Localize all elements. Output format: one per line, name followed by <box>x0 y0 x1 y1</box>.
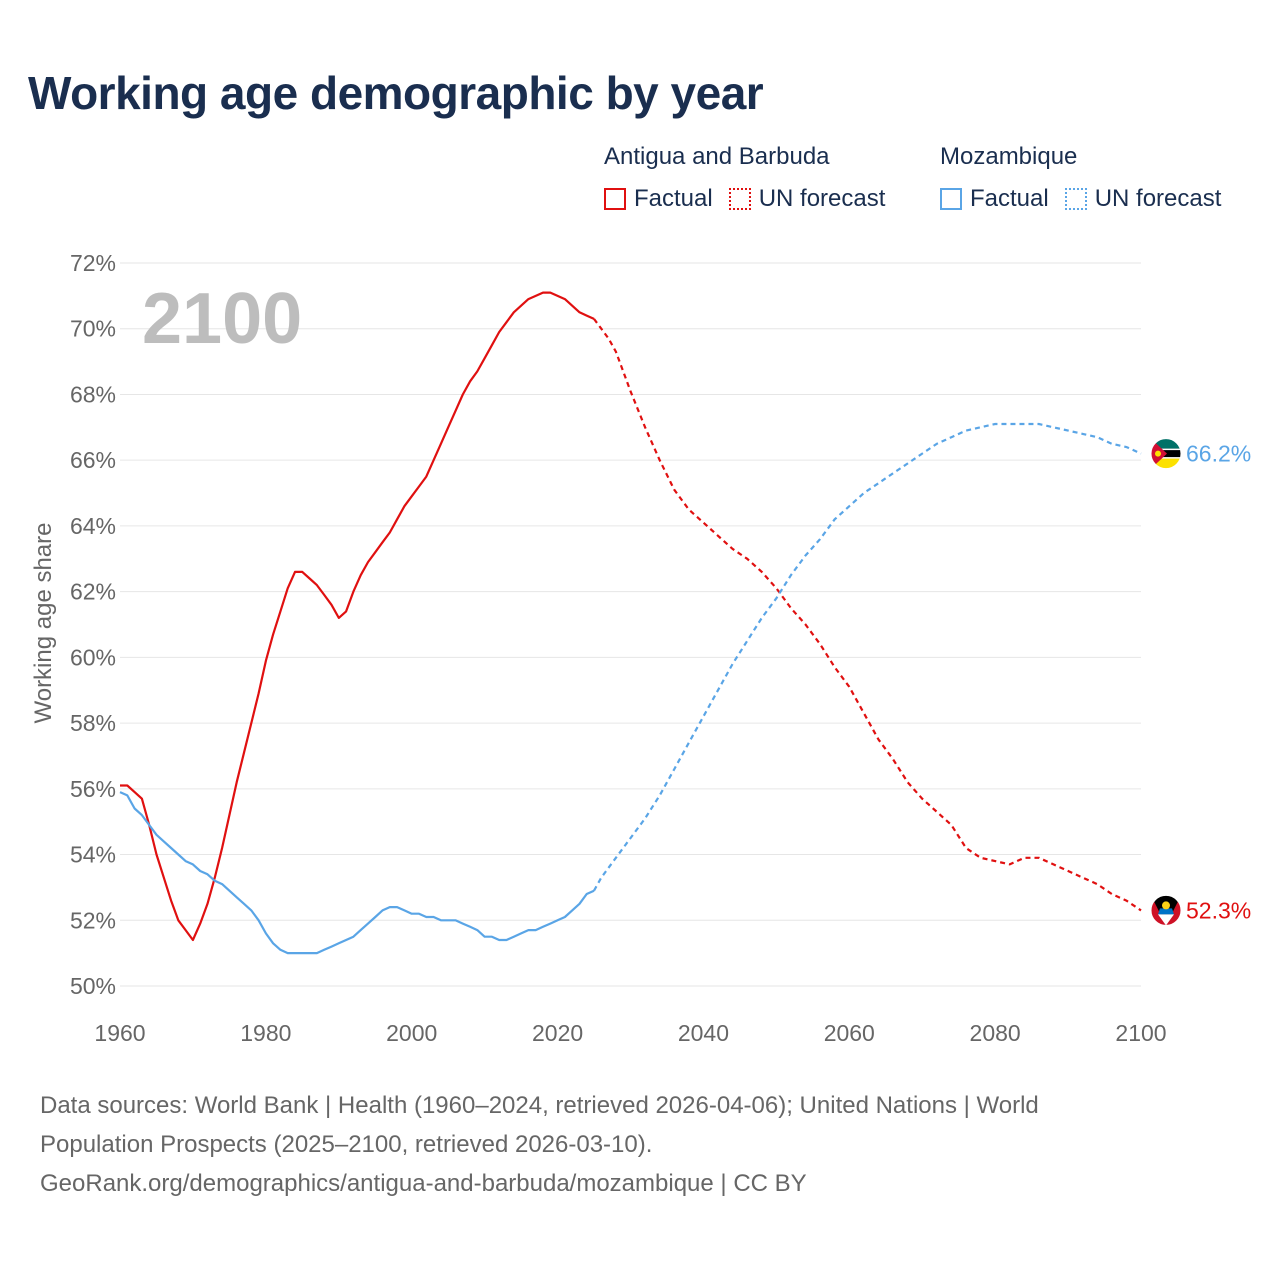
y-tick-label: 70% <box>70 316 116 342</box>
end-value-label-mozambique: 66.2% <box>1186 441 1251 467</box>
year-watermark: 2100 <box>142 279 302 359</box>
legend-swatch-dotted-blue <box>1064 188 1087 210</box>
x-tick-label: 2080 <box>970 1020 1021 1046</box>
x-tick-label: 2060 <box>824 1020 875 1046</box>
y-axis-title: Working age share <box>30 523 57 724</box>
series-lines <box>119 291 1142 955</box>
x-tick-label: 2100 <box>1115 1020 1166 1046</box>
y-tick-label: 58% <box>70 710 116 736</box>
legend-group-mozambique: Mozambique Factual UN forecast <box>940 143 1237 213</box>
footer-line: Population Prospects (2025–2100, retriev… <box>40 1131 653 1158</box>
end-markers: 52.3% 66.2% <box>1150 438 1251 926</box>
flag-stripe <box>1151 458 1181 469</box>
y-tick-label: 64% <box>70 513 116 539</box>
footer-line: Data sources: World Bank | Health (1960–… <box>40 1092 1039 1119</box>
legend-item-mozambique-forecast[interactable]: UN forecast <box>1064 185 1222 213</box>
y-tick-label: 54% <box>70 842 116 868</box>
flag-stripe <box>1151 438 1181 449</box>
y-tick-label: 66% <box>70 447 116 473</box>
flag-star <box>1155 450 1161 457</box>
legend-item-mozambique-factual[interactable]: Factual <box>940 185 1049 213</box>
legend-label: Factual <box>970 185 1049 212</box>
y-tick-label: 52% <box>70 907 116 933</box>
y-tick-label: 56% <box>70 776 116 802</box>
end-value-label-antigua-and-barbuda: 52.3% <box>1186 897 1251 923</box>
series-line-antigua-and-barbuda-factual <box>120 291 595 942</box>
x-tick-label: 1960 <box>94 1020 145 1046</box>
flag-body <box>1151 895 1181 926</box>
x-tick-label: 2040 <box>678 1020 729 1046</box>
legend-swatch-solid-red <box>604 188 626 210</box>
series-line-mozambique-forecast <box>593 422 1142 892</box>
y-tick-label: 50% <box>70 973 116 999</box>
legend-group-name: Antigua and Barbuda <box>604 143 830 170</box>
legend-label: UN forecast <box>1094 185 1222 212</box>
axis-ticks: 50% 52% 54% 56% 58% 60% 62% 64% 66% 68% 70% 72% 1960… <box>70 250 1167 1046</box>
flag-body <box>1151 438 1181 469</box>
y-tick-label: 60% <box>70 644 116 670</box>
series-line-antigua-and-barbuda-forecast <box>593 318 1142 912</box>
flag-band <box>1158 914 1174 926</box>
y-tick-label: 62% <box>70 579 116 605</box>
legend-item-antigua-forecast[interactable]: UN forecast <box>728 185 886 213</box>
series-line-mozambique-factual <box>119 791 595 955</box>
footer-source-link[interactable]: GeoRank.org/demographics/antigua-and-bar… <box>40 1170 807 1197</box>
legend-label: Factual <box>634 185 713 212</box>
y-tick-label: 72% <box>70 250 116 276</box>
legend-swatch-solid-blue <box>940 188 962 210</box>
legend-group-name: Mozambique <box>940 143 1078 170</box>
flag-sun <box>1162 901 1170 910</box>
chart-title: Working age demographic by year <box>28 67 764 119</box>
footer-sources: Data sources: World Bank | Health (1960–… <box>40 1086 1240 1203</box>
x-tick-label: 2000 <box>386 1020 437 1046</box>
legend-group-antigua: Antigua and Barbuda Factual UN forecast <box>604 143 901 213</box>
legend-swatch-dotted-red <box>728 188 751 210</box>
legend-item-antigua-factual[interactable]: Factual <box>604 185 713 213</box>
flag-icon-mozambique <box>1150 438 1182 470</box>
flag-border <box>1150 894 1182 926</box>
flag-border <box>1150 438 1182 470</box>
flag-fimbriation <box>1151 448 1181 451</box>
x-tick-label: 1980 <box>240 1020 291 1046</box>
flag-icon-antigua-and-barbuda <box>1150 894 1182 926</box>
x-tick-label: 2020 <box>532 1020 583 1046</box>
y-tick-label: 68% <box>70 381 116 407</box>
gridlines <box>120 262 1141 987</box>
legend-label: UN forecast <box>758 185 886 212</box>
flag-band <box>1158 908 1174 915</box>
flag-fimbriation <box>1151 457 1181 459</box>
